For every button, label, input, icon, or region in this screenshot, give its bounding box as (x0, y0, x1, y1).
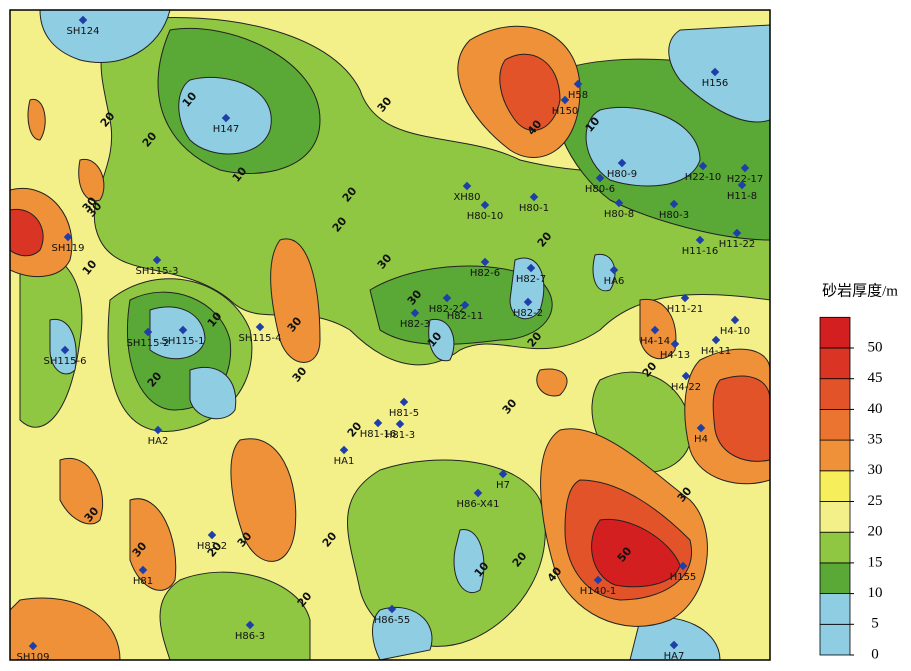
well-label: H140-1 (580, 586, 617, 597)
well-label: H4-11 (701, 346, 731, 357)
well-label: XH80 (453, 192, 480, 203)
legend-swatch (820, 440, 850, 471)
map: SH124 H147 H156 H58 H150 H80-9 H80-6 H22-10 H22-… (0, 0, 911, 667)
well-label: SH124 (67, 26, 100, 37)
well-label: H80-8 (604, 209, 634, 220)
legend-title: 砂岩厚度/m (822, 282, 898, 299)
well-label: H156 (702, 78, 729, 89)
well-label: H4-22 (671, 382, 701, 393)
well-label: H58 (568, 90, 588, 101)
well-label: SH115-1 (162, 336, 205, 347)
legend-swatch (820, 502, 850, 533)
well-label: SH115-4 (239, 333, 282, 344)
well-label: H150 (552, 106, 579, 117)
well-label: H82-3 (400, 319, 430, 330)
well-label: HA6 (604, 276, 625, 287)
legend-swatch (820, 379, 850, 410)
well-label: H11-22 (719, 239, 756, 250)
well-label: H4-10 (720, 326, 750, 337)
well-label: H4 (694, 434, 708, 445)
legend: 砂岩厚度/m 0 5 10 15 20 25 30 35 40 45 50 (820, 282, 898, 662)
legend-swatch (820, 348, 850, 379)
legend-label: 20 (868, 524, 883, 540)
legend-swatch (820, 594, 850, 625)
well-label: SH115-6 (44, 356, 87, 367)
well-label: H80-6 (585, 184, 615, 195)
well-label: H155 (670, 572, 697, 583)
well-label: H80-3 (659, 210, 689, 221)
legend-label: 35 (868, 432, 883, 448)
legend-label: 25 (868, 493, 883, 509)
legend-swatch (820, 409, 850, 440)
well-label: H11-16 (682, 246, 719, 257)
well-label: H82-6 (470, 268, 500, 279)
legend-label: 10 (868, 585, 883, 601)
legend-swatch (820, 563, 850, 594)
well-label: H11-21 (667, 304, 704, 315)
legend-swatch (820, 624, 850, 655)
well-label: SH115-3 (136, 266, 179, 277)
legend-swatch (820, 532, 850, 563)
legend-label: 50 (868, 339, 883, 355)
well-label: H86-3 (235, 631, 265, 642)
well-label: SH119 (52, 243, 85, 254)
well-label: H80-10 (467, 211, 504, 222)
well-label: H11-8 (727, 191, 757, 202)
legend-label: 45 (868, 370, 883, 386)
legend-label: 15 (868, 554, 883, 570)
well-label: HA1 (334, 456, 355, 467)
well-label: H81 (133, 576, 153, 587)
well-label: HA7 (664, 651, 685, 662)
well-label: SH109 (17, 652, 50, 663)
well-label: H81-5 (389, 408, 419, 419)
well-label: H80-9 (607, 169, 637, 180)
well-label: H82-7 (516, 274, 546, 285)
well-label: H7 (496, 480, 510, 491)
well-label: H86-55 (374, 615, 411, 626)
well-label: H86-X41 (457, 499, 500, 510)
well-label: H4-13 (660, 350, 690, 361)
legend-swatch (820, 471, 850, 502)
well-label: H82-11 (447, 311, 484, 322)
well-label: H22-17 (727, 174, 764, 185)
legend-label: 5 (871, 616, 879, 632)
well-label: H4-14 (640, 336, 670, 347)
legend-label: 40 (868, 401, 883, 417)
legend-label: 0 (871, 646, 879, 662)
well-label: H82-2 (513, 308, 543, 319)
well-label: H22-10 (685, 172, 722, 183)
legend-label: 30 (868, 462, 883, 478)
well-label: H147 (213, 124, 240, 135)
legend-swatch (820, 317, 850, 348)
well-label: H80-1 (519, 203, 549, 214)
well-label: H81-16 (360, 429, 397, 440)
well-label: HA2 (148, 436, 169, 447)
